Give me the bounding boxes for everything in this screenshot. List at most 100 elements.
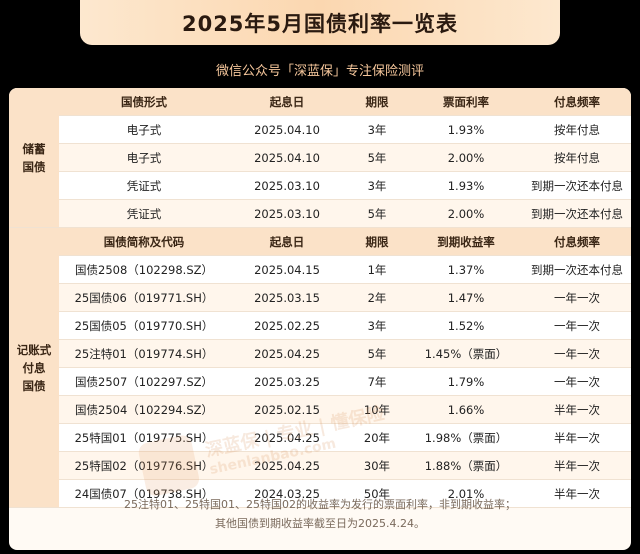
table-cell: 2.01% — [409, 479, 523, 508]
savings-column-header: 起息日 — [229, 88, 345, 116]
footnote-line-2: 其他国债到期收益率截至日为2025.4.24。 — [215, 517, 425, 530]
table-cell: 3年 — [345, 115, 409, 144]
table-cell: 50年 — [345, 479, 409, 508]
table-cell: 半年一次 — [523, 451, 631, 480]
table-cell: 按年付息 — [523, 143, 631, 172]
table-cell: 1.79% — [409, 367, 523, 396]
table-cell: 1.52% — [409, 311, 523, 340]
table-cell: 3年 — [345, 311, 409, 340]
table-row: 凭证式 2025.03.10 5年 2.00% 到期一次还本付息 — [9, 199, 631, 228]
table-row: 25特国01（019775.SH） 2025.04.25 20年 1.98%（票面）半… — [9, 423, 631, 452]
book-header-row: 记账式 付息 国债 国债简称及代码 起息日 期限 到期收益率 付息频率 — [9, 227, 631, 508]
table-cell: 国债2508（102298.SZ） — [59, 255, 229, 284]
book-column-header: 期限 — [345, 227, 409, 256]
book-column-header: 到期收益率 — [409, 227, 523, 256]
table-cell: 24国债07（019738.SH） — [59, 479, 229, 508]
table-cell: 2025.04.15 — [229, 255, 345, 284]
table-cell: 2025.02.15 — [229, 395, 345, 424]
table-cell: 按年付息 — [523, 115, 631, 144]
page-subtitle: 微信公众号「深蓝保」专注保险测评 — [215, 63, 424, 79]
table-cell: 一年一次 — [523, 367, 631, 396]
table-row: 国债2504（102294.SZ） 2025.02.15 10年 1.66% 半年一次 — [9, 395, 631, 424]
table-cell: 2025.04.25 — [229, 451, 345, 480]
table-cell: 国债2504（102294.SZ） — [59, 395, 229, 424]
table-cell: 一年一次 — [523, 339, 631, 368]
table-cell: 国债2507（102297.SZ） — [59, 367, 229, 396]
table-cell: 一年一次 — [523, 283, 631, 312]
table-cell: 2025.02.25 — [229, 311, 345, 340]
footnote-line-1: 25注特01、25特国01、25特国02的收益率为发行的票面利率，非到期收益率； — [124, 498, 516, 511]
table-cell: 1.47% — [409, 283, 523, 312]
table-cell: 半年一次 — [523, 423, 631, 452]
savings-group-label-line: 国债 — [22, 159, 46, 174]
table-row: 24国债07（019738.SH） 2024.03.25 50年 2.01% 半年一次 — [9, 479, 631, 508]
table-row: 25注特01（019774.SH） 2025.04.25 5年 1.45%（票面） 一年… — [9, 339, 631, 368]
table-row: 凭证式 2025.03.10 3年 1.93% 到期一次还本付息 — [9, 171, 631, 200]
savings-column-header: 票面利率 — [409, 88, 523, 116]
table-row: 25国债05（019770.SH） 2025.02.25 3年 1.52% 一年一次 — [9, 311, 631, 340]
table-cell: 2025.03.25 — [229, 367, 345, 396]
table-cell: 25特国01（019775.SH） — [59, 423, 229, 452]
table-cell: 1.93% — [409, 115, 523, 144]
page-title: 2025年5月国债利率一览表 — [181, 11, 459, 36]
table-row: 国债2508（102298.SZ） 2025.04.15 1年 1.37% 到期一次还本… — [9, 255, 631, 284]
savings-group-label-line: 储蓄 — [22, 141, 46, 156]
table-row: 电子式 2025.04.10 3年 1.93% 按年付息 — [9, 115, 631, 144]
table-cell: 半年一次 — [523, 395, 631, 424]
table-cell: 1.37% — [409, 255, 523, 284]
book-group-label-line: 付息 — [22, 360, 46, 375]
table-cell: 25国债06（019771.SH） — [59, 283, 229, 312]
table-cell: 7年 — [345, 367, 409, 396]
table-cell: 到期一次还本付息 — [523, 199, 631, 228]
table-cell: 到期一次还本付息 — [523, 255, 631, 284]
table-cell: 25特国02（019776.SH） — [59, 451, 229, 480]
table-cell: 2025.03.10 — [229, 199, 345, 228]
table-cell: 5年 — [345, 339, 409, 368]
table-cell: 2.00% — [409, 143, 523, 172]
book-column-header: 国债简称及代码 — [59, 227, 229, 256]
table-row: 25特国02（019776.SH） 2025.04.25 30年 1.88%（票面）半… — [9, 451, 631, 480]
table-cell: 电子式 — [59, 115, 229, 144]
table-cell: 20年 — [345, 423, 409, 452]
table-cell: 电子式 — [59, 143, 229, 172]
table-cell: 2025.04.25 — [229, 423, 345, 452]
table-cell: 2024.03.25 — [229, 479, 345, 508]
table-cell: 半年一次 — [523, 479, 631, 508]
book-group-label-line: 国债 — [22, 378, 46, 393]
savings-header-row: 储蓄 国债 国债形式 起息日 期限 票面利率 付息频率 — [9, 88, 631, 228]
table-row: 国债2507（102297.SZ） 2025.03.25 7年 1.79% 一年一次 — [9, 367, 631, 396]
savings-column-header: 付息频率 — [523, 88, 631, 116]
book-group-label-line: 记账式 — [16, 342, 52, 357]
table-cell: 3年 — [345, 171, 409, 200]
table-cell: 25国债05（019770.SH） — [59, 311, 229, 340]
table-cell: 2年 — [345, 283, 409, 312]
table-cell: 凭证式 — [59, 171, 229, 200]
table-cell: 1.45%（票面） — [409, 339, 523, 368]
book-group-label: 记账式 付息 国债 — [9, 227, 59, 508]
table-row: 电子式 2025.04.10 5年 2.00% 按年付息 — [9, 143, 631, 172]
table-cell: 2025.04.10 — [229, 115, 345, 144]
book-column-header: 付息频率 — [523, 227, 631, 256]
table-cell: 2025.03.15 — [229, 283, 345, 312]
savings-column-header: 期限 — [345, 88, 409, 116]
table-cell: 2025.04.25 — [229, 339, 345, 368]
savings-group-label: 储蓄 国债 — [9, 88, 59, 228]
savings-column-header: 国债形式 — [59, 88, 229, 116]
table-cell: 1.66% — [409, 395, 523, 424]
table-cell: 2025.03.10 — [229, 171, 345, 200]
table-cell: 1年 — [345, 255, 409, 284]
table-cell: 1.93% — [409, 171, 523, 200]
table-row: 25国债06（019771.SH） 2025.03.15 2年 1.47% 一年一次 — [9, 283, 631, 312]
table-cell: 30年 — [345, 451, 409, 480]
footnote: 25注特01、25特国01、25特国02的收益率为发行的票面利率，非到期收益率；… — [9, 495, 631, 533]
table-cell: 5年 — [345, 143, 409, 172]
table-cell: 到期一次还本付息 — [523, 171, 631, 200]
table-cell: 一年一次 — [523, 311, 631, 340]
rate-table-card: 储蓄 国债 国债形式 起息日 期限 票面利率 付息频率 电子式 2025.04.10 3年 1.93… — [9, 88, 631, 550]
table-cell: 2.00% — [409, 199, 523, 228]
book-column-header: 起息日 — [229, 227, 345, 256]
rate-table: 储蓄 国债 国债形式 起息日 期限 票面利率 付息频率 电子式 2025.04.10 3年 1.93… — [9, 88, 631, 508]
table-cell: 10年 — [345, 395, 409, 424]
table-cell: 2025.04.10 — [229, 143, 345, 172]
page-title-banner: 2025年5月国债利率一览表 — [80, 0, 560, 45]
